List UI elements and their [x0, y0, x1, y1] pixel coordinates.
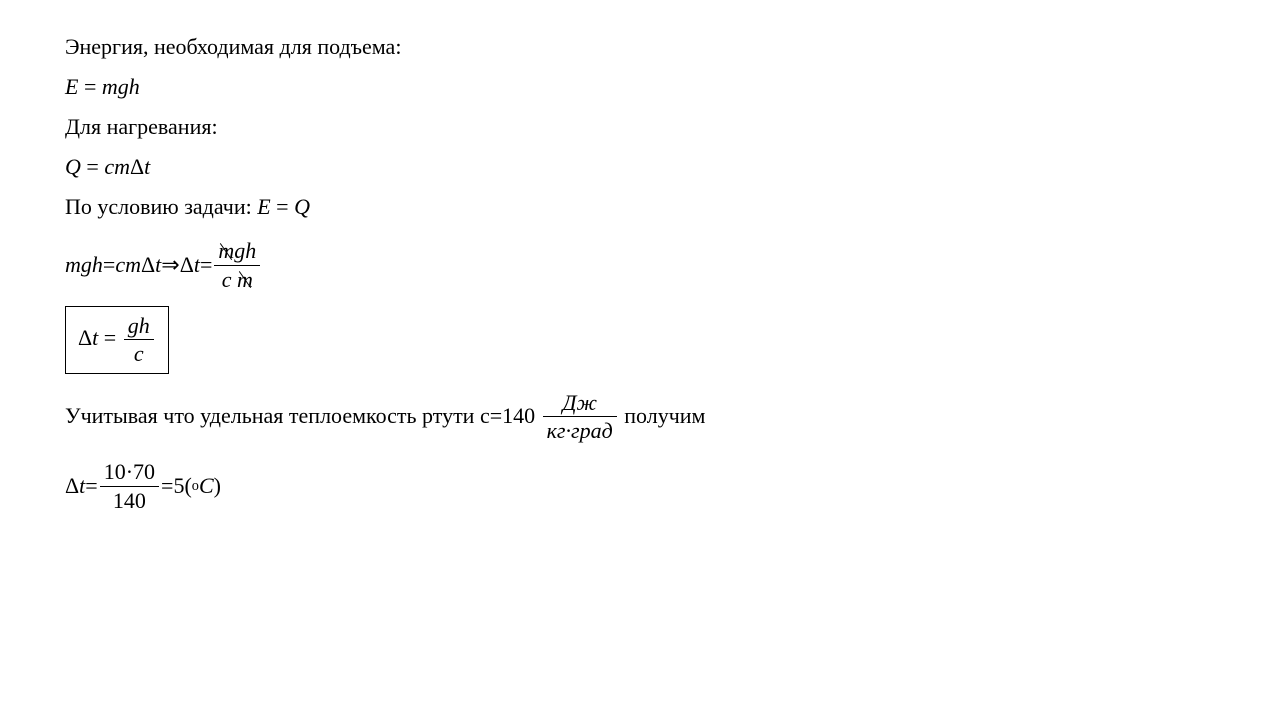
result-value: 5 — [173, 469, 184, 503]
lhs-mgh: mgh — [65, 248, 103, 282]
text-line-condition: По условию задачи: E = Q — [65, 190, 1215, 224]
var-m: m — [102, 74, 118, 99]
var-t: t — [144, 154, 150, 179]
frac-gh-over-c: gh c — [124, 313, 154, 367]
frac-num: mgh — [214, 238, 260, 265]
sym-arrow: ⇒ — [161, 248, 179, 282]
var-Q: Q — [65, 154, 81, 179]
sym-delta: Δ — [78, 325, 92, 350]
frac-mgh-over-cm: mgh c m — [214, 238, 260, 292]
equals: = — [81, 154, 104, 179]
var-g: g — [234, 238, 245, 263]
close-paren: ) — [214, 469, 221, 503]
unit-num: Дж — [543, 390, 617, 417]
var-E: E — [65, 74, 78, 99]
var-h: h — [92, 252, 103, 277]
var-m: m — [114, 154, 130, 179]
var-c: c — [115, 252, 125, 277]
var-m: m — [218, 238, 234, 263]
physics-solution-page: Энергия, необходимая для подъема: E = mg… — [0, 0, 1280, 551]
frac-den: c — [124, 340, 154, 366]
text-line-heating: Для нагревания: — [65, 110, 1215, 144]
var-m: m — [125, 252, 141, 277]
frac-num: gh — [124, 313, 154, 340]
context-pre: Учитывая что удельная теплоемкость ртути… — [65, 399, 535, 433]
var-h: h — [139, 313, 150, 338]
frac-den: c m — [214, 266, 260, 292]
frac-den: 140 — [100, 487, 159, 513]
sym-delta: Δ — [180, 248, 194, 282]
equals: = — [161, 469, 173, 503]
boxed-formula: Δt = gh c — [65, 306, 169, 374]
eq-E-mgh: E = mgh — [65, 70, 1215, 104]
equals: = — [78, 74, 101, 99]
frac-numeric: 10·70 140 — [100, 459, 159, 513]
rhs-cmdt: cmΔt — [115, 248, 161, 282]
frac-num: 10·70 — [100, 459, 159, 486]
context-post: получим — [624, 399, 705, 433]
var-c: c — [104, 154, 114, 179]
open-paren: ( — [184, 469, 191, 503]
var-c: c — [134, 341, 144, 366]
var-Q: Q — [294, 194, 310, 219]
boxed-result-line: Δt = gh c — [65, 300, 1215, 384]
equals: = — [271, 194, 294, 219]
var-g: g — [128, 313, 139, 338]
eq-derivation: mgh = cmΔt ⇒ Δt = mgh c m — [65, 238, 1215, 292]
equals: = — [98, 325, 121, 350]
cancel-m-icon: m — [237, 267, 253, 292]
var-g: g — [81, 252, 92, 277]
var-h: h — [129, 74, 140, 99]
text-line-energy: Энергия, необходимая для подъема: — [65, 30, 1215, 64]
equals: = — [103, 248, 115, 282]
var-m: m — [65, 252, 81, 277]
var-g: g — [118, 74, 129, 99]
unit-C: C — [199, 469, 214, 503]
unit-den: кг·град — [543, 417, 617, 443]
equals: = — [200, 248, 212, 282]
text-line-context: Учитывая что удельная теплоемкость ртути… — [65, 390, 1215, 444]
var-c: c — [222, 267, 232, 292]
var-m: m — [237, 267, 253, 292]
var-h: h — [245, 238, 256, 263]
sym-delta: Δ — [65, 469, 79, 503]
var-E: E — [257, 194, 270, 219]
cancel-m-icon: m — [218, 238, 234, 263]
sym-delta: Δ — [141, 252, 155, 277]
condition-text: По условию задачи: — [65, 194, 257, 219]
sym-delta: Δ — [130, 154, 144, 179]
equals: = — [85, 469, 97, 503]
frac-units: Дж кг·град — [543, 390, 617, 444]
eq-numeric: Δt = 10·70 140 = 5(oC) — [65, 459, 1215, 513]
eq-Q-cmdt: Q = cmΔt — [65, 150, 1215, 184]
